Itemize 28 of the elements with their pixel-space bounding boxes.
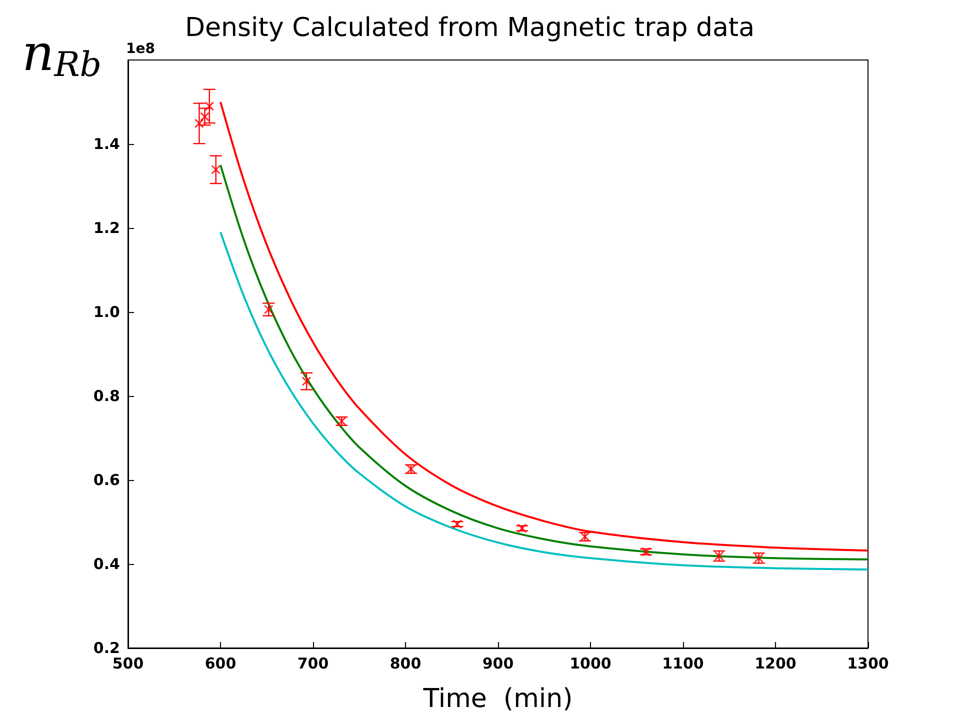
- point: [641, 547, 651, 557]
- y-tick-label: 0.2: [93, 639, 120, 657]
- y-tick-label: 0.6: [93, 471, 120, 489]
- x-tick-label: 1000: [570, 654, 612, 672]
- point: [302, 376, 312, 386]
- x-tick-label: 800: [390, 654, 422, 672]
- point: [194, 118, 204, 128]
- x-axis-title: Time (min): [422, 684, 573, 714]
- x-tick-label: 700: [297, 654, 329, 672]
- chart-title: Density Calculated from Magnetic trap data: [185, 13, 755, 43]
- line-series: [220, 101, 869, 552]
- x-tick-label: 500: [112, 654, 144, 672]
- x-tick-label: 1100: [662, 654, 704, 672]
- y-tick-label: 1.0: [93, 303, 120, 321]
- y-tick-label: 1.4: [93, 135, 120, 153]
- y-tick-label: 0.4: [93, 555, 120, 573]
- x-tick-label: 900: [482, 654, 514, 672]
- text: 1e8: [126, 41, 155, 57]
- point: [517, 524, 527, 534]
- line-series: [220, 164, 869, 560]
- line-series: [220, 231, 869, 570]
- x-tick-label: 600: [204, 654, 236, 672]
- y-tick-label: 1.2: [93, 219, 120, 237]
- x-tick-label: 1300: [847, 654, 889, 672]
- point: [452, 519, 462, 529]
- x-tick-label: 1200: [754, 654, 796, 672]
- y-tick-label: 0.8: [93, 387, 120, 405]
- point: [211, 164, 221, 174]
